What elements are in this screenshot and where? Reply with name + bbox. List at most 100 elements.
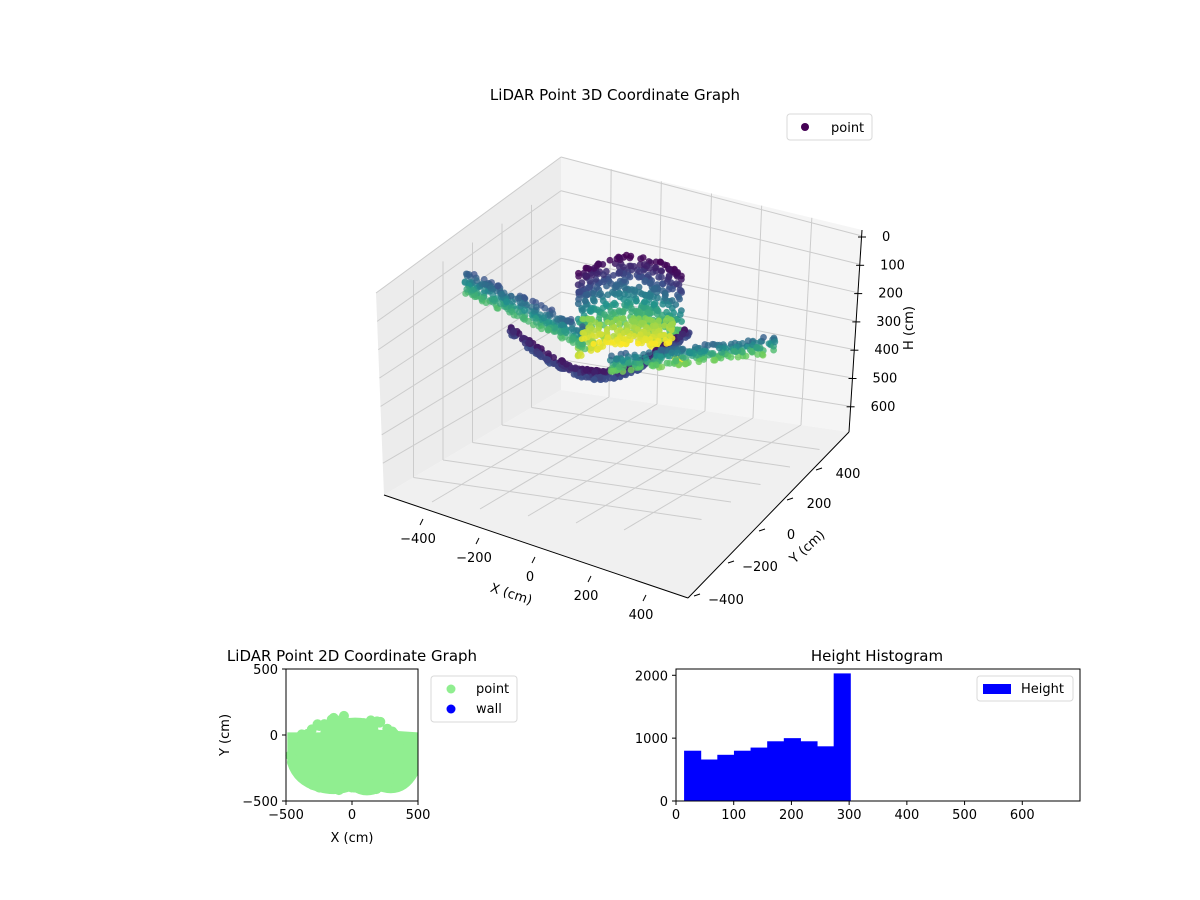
point-3d [590,340,597,347]
point-3d [498,290,505,298]
point-3d [563,360,570,368]
point-3d [753,344,760,351]
point-2d [365,715,376,726]
point-3d [754,351,761,358]
legend-2d-label-point: point [476,682,509,697]
point-3d [651,285,659,293]
point-3d [613,336,620,343]
point-3d [569,335,577,343]
x-axis-label-3d: X (cm) [488,581,534,609]
point-3d [667,332,674,339]
point-2d [296,761,307,772]
point-3d [582,373,590,381]
point-3d [638,319,645,326]
point-3d [599,271,607,279]
grid-line-left-h [382,359,562,464]
point-3d [771,338,779,346]
point-3d [731,347,739,355]
point-3d [494,282,502,290]
point-3d [607,280,615,287]
x-ticks-3d: −400 −200 0 200 400 [400,518,653,623]
point-3d [604,319,611,326]
point-3d [679,354,687,362]
point-3d [641,278,649,286]
point-3d [583,272,591,280]
point-3d [503,298,510,306]
point-3d [610,374,617,382]
point-3d [612,282,620,290]
point-3d [536,350,543,358]
z-tick-label-3d: 300 [876,315,901,330]
point-3d [619,356,627,364]
point-2d [334,715,345,726]
z-axis-line [848,229,863,433]
z-tick-label-3d: 500 [873,372,898,387]
grid-line-back-h [560,190,861,265]
point-3d [544,356,552,364]
point-2d [324,779,335,790]
histogram-bar [700,759,718,801]
point-3d [525,317,532,325]
point-3d [581,335,588,342]
legend-histogram-swatch [983,684,1011,694]
point-cloud-2d [285,710,418,796]
point-3d [578,304,586,312]
point-3d [661,322,668,329]
point-3d [669,321,676,328]
y-tick-label-histogram: 2000 [635,669,668,684]
point-3d [679,345,687,353]
point-2d [402,742,413,753]
point-3d [665,301,672,309]
point-3d [487,284,495,292]
point-3d [662,291,669,299]
point-3d [681,360,689,368]
point-3d [601,311,608,318]
point-3d [678,318,685,325]
point-3d [668,349,676,357]
point-3d [609,368,617,375]
point-2d [296,729,307,740]
point-3d [620,315,627,322]
point-3d [644,309,652,316]
point-3d [631,332,638,339]
y-tick-mark-3d [786,497,794,501]
point-3d [521,306,529,314]
point-3d [608,352,615,360]
point-3d [674,349,681,357]
point-cloud-3d [461,251,779,384]
point-3d [478,295,485,303]
z-axis-label-3d: H (cm) [902,306,917,350]
point-3d [588,325,595,332]
point-3d [623,251,630,259]
point-3d [465,271,473,278]
legend-histogram-label: Height [1021,682,1064,697]
point-3d [686,349,694,357]
point-3d [469,286,476,294]
point-3d [626,332,633,339]
point-3d [663,340,670,347]
point-3d [676,311,684,319]
y-tick-label-2d: 500 [253,663,278,678]
point-3d [665,266,673,274]
histogram-bar [717,754,735,801]
point-2d [326,714,337,725]
point-3d [623,298,631,306]
point-3d [508,308,516,315]
point-3d [508,298,516,306]
point-3d [715,344,723,352]
point-3d [676,286,684,294]
point-3d [631,318,638,325]
point-3d [599,260,607,268]
point-3d [590,296,597,304]
point-3d [571,365,579,373]
point-3d [597,331,604,338]
point-3d [647,280,655,287]
point-3d [640,303,647,311]
x-tick-label-histogram: 400 [894,808,919,823]
chart-3d: LiDAR Point 3D Coordinate Graph −400 −200… [375,86,917,623]
point-3d [611,299,618,307]
point-3d [606,256,614,264]
grid-line-left-h [376,190,562,322]
point-3d [624,327,631,334]
point-3d [641,298,649,306]
